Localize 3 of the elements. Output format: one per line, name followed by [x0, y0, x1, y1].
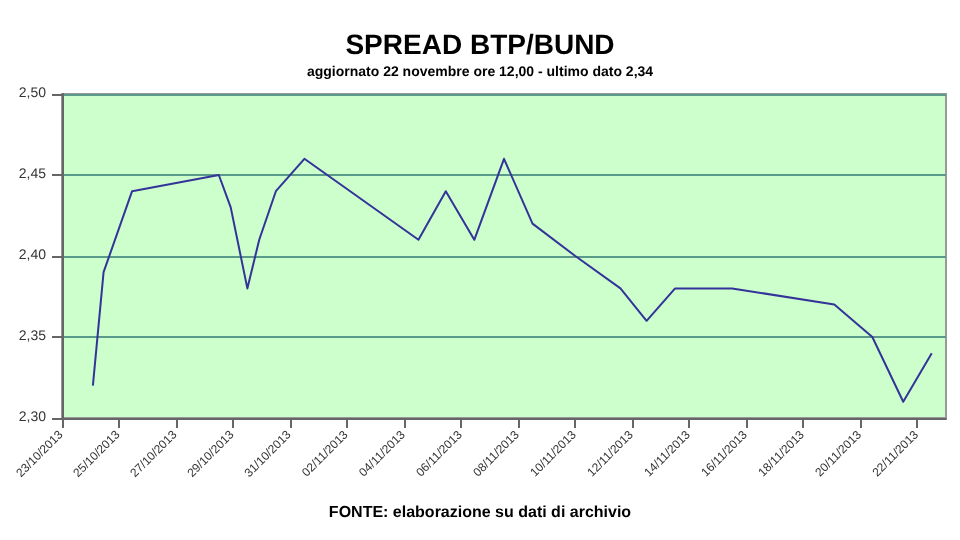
- chart-title: SPREAD BTP/BUND: [345, 28, 615, 60]
- source-note: FONTE: elaborazione su dati di archivio: [328, 503, 632, 521]
- line-series: [91, 157, 933, 403]
